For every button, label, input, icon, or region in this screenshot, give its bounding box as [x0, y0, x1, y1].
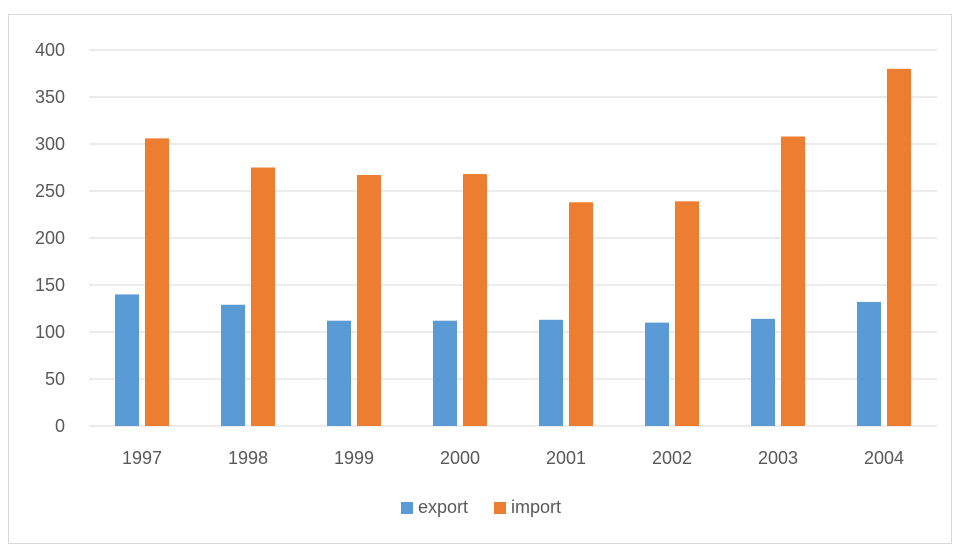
- x-tick-label: 1997: [122, 448, 162, 468]
- bar-export-2003: [751, 318, 775, 426]
- x-tick-label: 2004: [864, 448, 904, 468]
- legend-swatch-export: [401, 502, 413, 514]
- legend: export import: [401, 497, 561, 517]
- bar-export-2001: [539, 319, 563, 426]
- bar-export-2004: [857, 301, 881, 426]
- y-tick-label: 300: [35, 134, 65, 154]
- x-tick-label: 1999: [334, 448, 374, 468]
- gridlines: [89, 49, 937, 427]
- bar-import-2001: [569, 202, 593, 426]
- y-tick-label: 0: [55, 416, 65, 436]
- x-tick-label: 1998: [228, 448, 268, 468]
- bar-export-1999: [327, 320, 351, 426]
- x-axis-tick-labels: 1997 1998 1999 2000 2001 2002 2003 2004: [122, 448, 904, 468]
- y-axis-tick-labels: 0 50 100 150 200 250 300 350 400: [35, 40, 65, 436]
- bar-export-1997: [115, 294, 139, 426]
- bar-import-2000: [463, 174, 487, 426]
- x-tick-label: 2001: [546, 448, 586, 468]
- legend-label-export: export: [418, 497, 468, 517]
- x-tick-label: 2000: [440, 448, 480, 468]
- y-tick-label: 100: [35, 322, 65, 342]
- bar-import-2002: [675, 201, 699, 426]
- bar-export-2002: [645, 322, 669, 426]
- bar-export-1998: [221, 304, 245, 426]
- legend-swatch-import: [494, 502, 506, 514]
- bar-export-2000: [433, 320, 457, 426]
- bar-import-1997: [145, 138, 169, 427]
- bar-import-1999: [357, 175, 381, 426]
- y-tick-label: 250: [35, 181, 65, 201]
- bar-import-2003: [781, 136, 805, 426]
- bar-chart: 0 50 100 150 200 250 300 350 400 1997 1998 1999 200…: [35, 40, 937, 517]
- bars: [115, 68, 911, 427]
- y-tick-label: 350: [35, 87, 65, 107]
- x-tick-label: 2002: [652, 448, 692, 468]
- y-tick-label: 200: [35, 228, 65, 248]
- y-tick-label: 150: [35, 275, 65, 295]
- y-tick-label: 400: [35, 40, 65, 60]
- bar-import-1998: [251, 167, 275, 426]
- chart-frame: 0 50 100 150 200 250 300 350 400 1997 1998 1999 200…: [8, 14, 952, 544]
- bar-import-2004: [887, 68, 911, 427]
- legend-label-import: import: [511, 497, 561, 517]
- y-tick-label: 50: [45, 369, 65, 389]
- x-tick-label: 2003: [758, 448, 798, 468]
